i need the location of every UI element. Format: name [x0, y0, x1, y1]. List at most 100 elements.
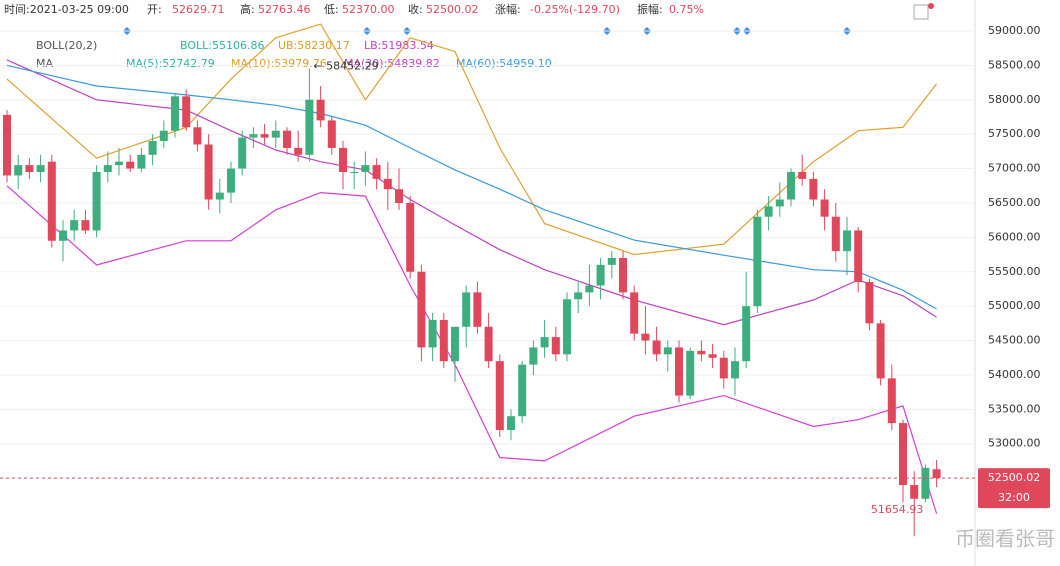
watermark: 币圈看张哥	[955, 527, 1055, 551]
calendar-icon[interactable]	[913, 4, 929, 20]
candle-body	[865, 282, 874, 324]
candle-body	[238, 137, 247, 169]
candle-body	[921, 467, 930, 499]
y-tick-label: 53000.00	[988, 437, 1041, 450]
y-tick-label: 53500.00	[988, 402, 1041, 415]
candle-body	[529, 347, 538, 365]
candle-body	[764, 206, 773, 217]
y-tick-label: 57000.00	[988, 162, 1041, 175]
candle-body	[227, 168, 235, 193]
lb-value: LB:51983.54	[364, 39, 434, 52]
candle-body	[283, 130, 291, 148]
candle-body	[787, 171, 795, 200]
candle-body	[47, 161, 56, 241]
candle-body	[719, 357, 728, 379]
candle-body	[798, 171, 807, 179]
label: 高:	[240, 2, 255, 16]
y-tick-label: 55000.00	[988, 299, 1041, 312]
candle-body	[70, 220, 79, 231]
candle-body	[305, 99, 314, 155]
candle-body	[518, 364, 527, 417]
y-tick-label: 56000.00	[988, 230, 1041, 243]
candle-body	[92, 171, 101, 231]
y-tick-label: 54000.00	[988, 368, 1041, 381]
candle-body	[910, 485, 919, 499]
ub-value: UB:58230.17	[278, 39, 350, 52]
candle-body	[193, 127, 202, 145]
value: 52763.46	[258, 3, 311, 16]
candle-body	[843, 230, 851, 252]
y-tick-label: 54500.00	[988, 334, 1041, 347]
candle-body	[775, 199, 784, 207]
candle-body	[36, 165, 45, 172]
label: 低:	[324, 3, 339, 16]
candle-body	[25, 165, 34, 172]
indicator-line	[6, 59, 937, 326]
candle-body	[462, 292, 471, 327]
candle-body	[619, 257, 627, 293]
candle-body	[854, 230, 863, 283]
y-tick-label: 58000.00	[988, 93, 1041, 106]
candle-body	[137, 154, 146, 169]
candle-body	[428, 319, 437, 348]
candle-body	[742, 306, 751, 362]
label: 开:	[147, 3, 162, 16]
candle-body	[271, 130, 280, 138]
candle-body	[641, 333, 650, 341]
candle-body	[731, 361, 739, 379]
candle-body	[663, 347, 672, 355]
candle-body	[686, 350, 695, 396]
candle-body	[14, 165, 23, 176]
candle-body	[59, 230, 67, 241]
candle-body	[81, 220, 90, 231]
y-tick-label: 55500.00	[988, 265, 1041, 278]
candle-body	[171, 96, 179, 131]
candle-body	[417, 271, 426, 348]
candle-body	[708, 354, 717, 358]
ma5-value: MA(5):52742.79	[126, 57, 215, 70]
candle-body	[115, 161, 123, 166]
y-tick-label: 56500.00	[988, 196, 1041, 209]
candle-body	[182, 96, 191, 128]
annotation: ← 58452.29	[313, 60, 378, 73]
price-tag: 52500.02	[988, 471, 1041, 484]
candle-body	[316, 99, 325, 121]
candle-body	[551, 337, 560, 355]
candle-body	[652, 340, 661, 355]
badge	[928, 3, 934, 9]
candle-body	[383, 178, 392, 190]
candle-body	[820, 199, 829, 217]
candle-body	[753, 216, 762, 307]
candle-body	[484, 326, 493, 362]
candle-body	[406, 202, 415, 272]
boll-value: BOLL:55106.86	[180, 39, 264, 52]
value: 0.75%	[669, 3, 704, 16]
y-tick-label: 58500.00	[988, 58, 1041, 71]
candle-body	[507, 416, 515, 430]
candle-body	[473, 292, 482, 327]
candle-body	[148, 141, 157, 155]
candle-body	[294, 147, 303, 155]
candle-body	[204, 144, 213, 200]
label: 涨幅:	[495, 3, 521, 16]
candle-body	[809, 178, 818, 200]
candle-body	[831, 216, 840, 252]
annotation: 51654.93	[871, 503, 924, 516]
indicator-line	[6, 23, 938, 256]
candle-body	[361, 165, 370, 172]
value: 52629.71	[172, 3, 225, 16]
candle-body	[574, 292, 583, 300]
candle-body	[372, 165, 381, 179]
label: 收:	[408, 2, 423, 16]
candle-body	[697, 350, 706, 355]
candle-body	[249, 134, 258, 138]
candle-body	[215, 192, 224, 200]
candle-body	[563, 299, 571, 355]
indicator-legend: BOLL(20,2) BOLL:55106.86 UB:58230.17 LB:…	[36, 39, 552, 70]
candle-body	[126, 161, 135, 169]
candle-body	[103, 165, 112, 172]
candle-body	[495, 361, 504, 430]
price-tag-box	[978, 468, 1050, 509]
countdown: 32:00	[998, 491, 1030, 504]
